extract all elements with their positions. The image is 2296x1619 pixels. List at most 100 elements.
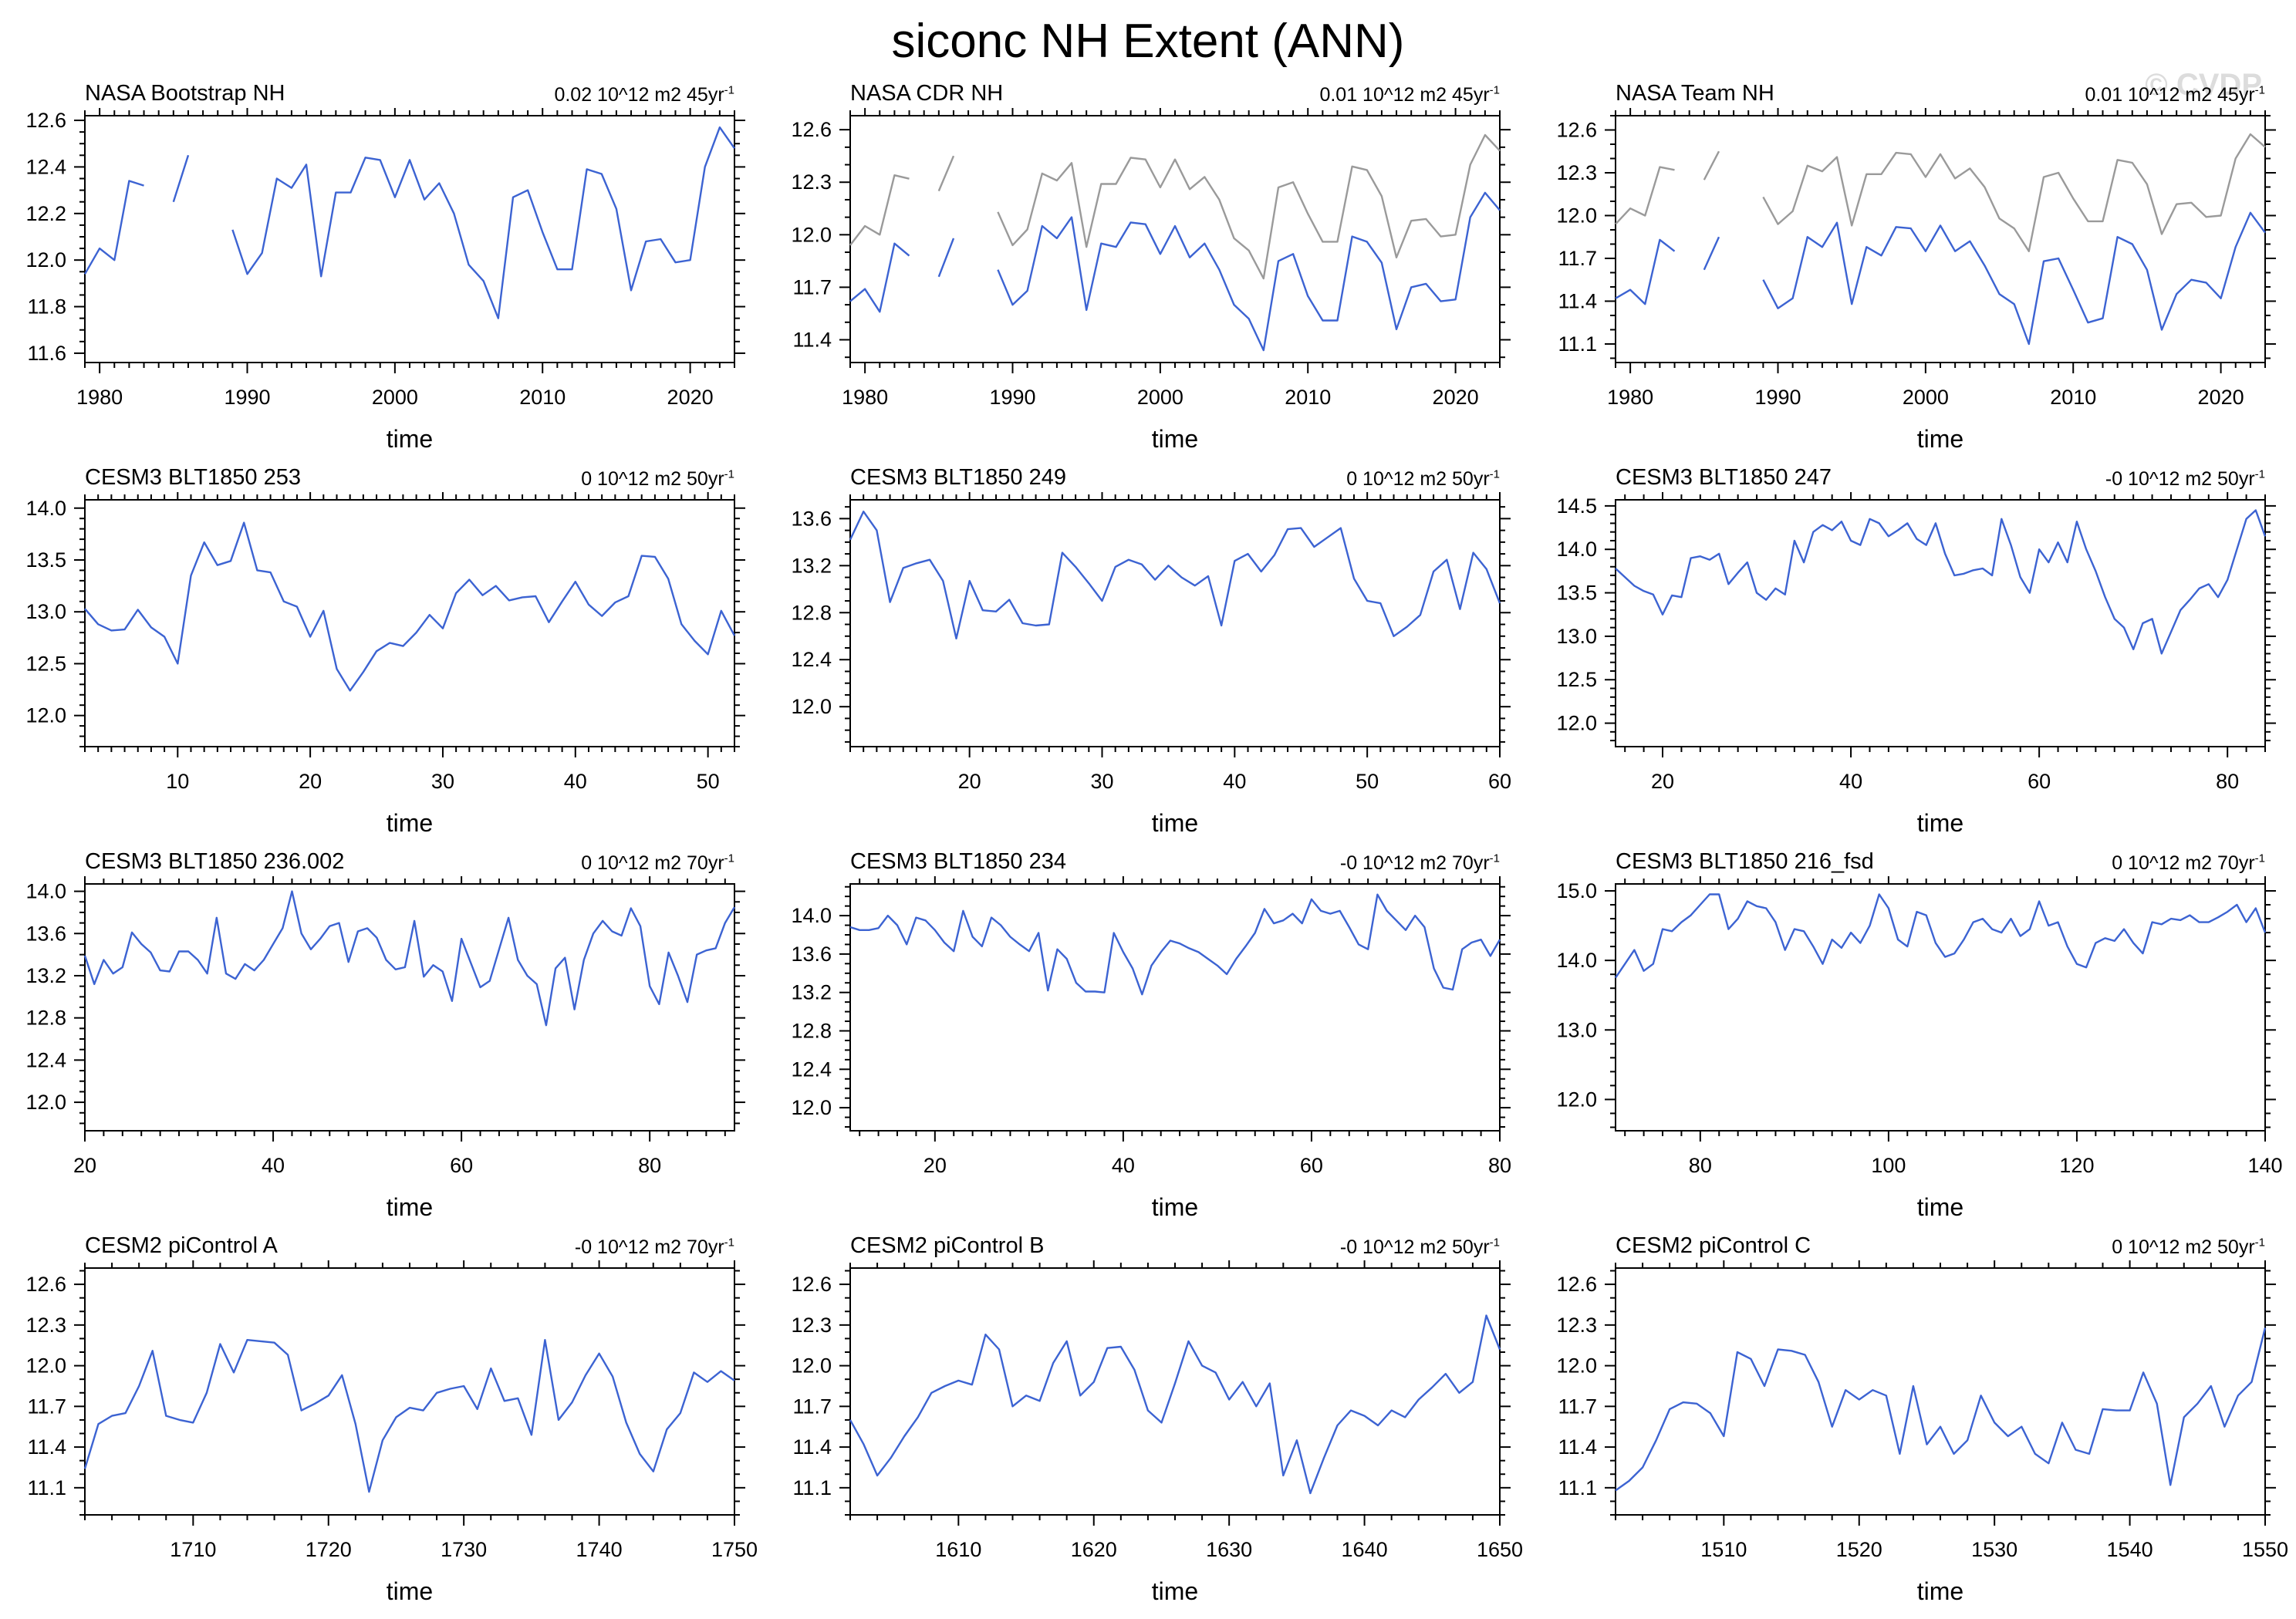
trend-exponent: -1	[2254, 1236, 2265, 1250]
timeseries-chart-svg: 12.0 12.5 13.0 13.5 14.0 10 20 30 40 50 time	[25, 492, 745, 837]
trend-annotation: 0.01 10^12 m2 45yr-1	[2085, 84, 2265, 106]
panel-title: CESM3 BLT1850 253	[85, 465, 301, 490]
panel-cesm3-blt1850-236-002: CESM3 BLT1850 236.002 0 10^12 m2 70yr-1 …	[0, 842, 765, 1226]
series-line-0	[849, 133, 1501, 280]
x-tick-label: 40	[564, 770, 587, 793]
timeseries-chart-svg: 11.6 11.8 12.0 12.2 12.4 12.6 1980 1990 2000 2010…	[25, 108, 745, 453]
x-tick-label: 80	[2216, 770, 2239, 793]
trend-annotation: -0 10^12 m2 50yr-1	[1340, 1236, 1500, 1259]
trend-annotation: -0 10^12 m2 50yr-1	[2105, 468, 2265, 491]
plot-frame	[84, 883, 735, 1132]
y-tick-label: 11.1	[792, 1476, 832, 1499]
x-tick-label: 1550	[2242, 1538, 2288, 1561]
panel-header: NASA Bootstrap NH 0.02 10^12 m2 45yr-1	[0, 74, 765, 108]
axes	[1605, 1260, 2276, 1526]
trend-exponent: -1	[1489, 1236, 1500, 1250]
x-tick-label: 60	[2028, 770, 2051, 793]
timeseries-chart-svg: 12.0 12.5 13.0 13.5 14.0 14.5 20 40 60 80 time	[1556, 492, 2276, 837]
panel-header: NASA CDR NH 0.01 10^12 m2 45yr-1	[765, 74, 1531, 108]
y-tick-label: 11.8	[27, 295, 66, 319]
x-axis-title: time	[387, 1577, 433, 1605]
x-tick-label: 50	[697, 770, 720, 793]
y-tick-label: 11.6	[27, 342, 66, 365]
panel-cesm2-picontrol-b: CESM2 piControl B -0 10^12 m2 50yr-1 11.…	[765, 1226, 1531, 1611]
x-axis-title: time	[387, 425, 433, 453]
y-tick-label: 12.0	[791, 695, 832, 718]
trend-annotation: 0 10^12 m2 50yr-1	[581, 468, 734, 491]
axes	[74, 492, 745, 757]
trend-value: -0 10^12 m2 70yr	[1339, 852, 1490, 874]
x-tick-label: 1610	[935, 1538, 981, 1561]
panel-cesm3-blt1850-234: CESM3 BLT1850 234 -0 10^12 m2 70yr-1 12.…	[765, 842, 1531, 1226]
timeseries-chart-svg: 11.1 11.4 11.7 12.0 12.3 12.6 1980 1990 2000 2010…	[1556, 108, 2276, 453]
x-tick-label: 60	[1488, 770, 1511, 793]
y-tick-label: 12.8	[25, 1007, 66, 1030]
x-tick-label: 2010	[1285, 386, 1331, 409]
y-tick-label: 12.0	[25, 704, 66, 727]
y-tick-label: 14.0	[1556, 949, 1597, 972]
panel-header: NASA Team NH 0.01 10^12 m2 45yr-1	[1531, 74, 2296, 108]
trend-exponent: -1	[724, 467, 734, 481]
x-tick-label: 2020	[2198, 386, 2244, 409]
y-tick-label: 12.8	[791, 601, 832, 624]
x-axis-title: time	[1917, 1577, 1963, 1605]
y-tick-label: 11.7	[1558, 247, 1597, 270]
panel-title: CESM2 piControl B	[850, 1233, 1045, 1258]
x-tick-label: 1990	[224, 386, 270, 409]
x-tick-label: 1990	[989, 386, 1035, 409]
x-tick-label: 1630	[1206, 1538, 1252, 1561]
x-tick-label: 2000	[372, 386, 418, 409]
y-tick-label: 12.4	[791, 648, 832, 671]
axes	[1605, 876, 2276, 1142]
x-tick-label: 20	[73, 1154, 96, 1177]
timeseries-chart-svg: 11.1 11.4 11.7 12.0 12.3 12.6 1610 1620 1630 1640…	[791, 1260, 1523, 1605]
y-tick-label: 12.6	[1556, 1273, 1597, 1296]
y-tick-label: 12.0	[1556, 1354, 1597, 1378]
y-tick-label: 11.7	[792, 1395, 832, 1418]
x-tick-label: 1980	[842, 386, 888, 409]
axes	[74, 1260, 745, 1526]
series-line-0	[1615, 509, 2267, 655]
x-tick-label: 1640	[1342, 1538, 1388, 1561]
trend-exponent: -1	[1489, 852, 1500, 865]
x-tick-label: 2010	[519, 386, 566, 409]
x-tick-label: 1730	[441, 1538, 487, 1561]
x-axis-title: time	[1152, 425, 1198, 453]
panels-grid: NASA Bootstrap NH 0.02 10^12 m2 45yr-1 1…	[0, 74, 2296, 1611]
trend-value: -0 10^12 m2 70yr	[574, 1236, 724, 1258]
x-tick-label: 80	[1488, 1154, 1511, 1177]
page-title: siconc NH Extent (ANN)	[891, 15, 1405, 68]
y-tick-label: 13.5	[25, 548, 66, 572]
panel-cesm2-picontrol-a: CESM2 piControl A -0 10^12 m2 70yr-1 11.…	[0, 1226, 765, 1611]
y-tick-label: 13.2	[791, 554, 832, 577]
series-line-0	[1615, 893, 2267, 979]
axes	[1605, 492, 2276, 757]
y-tick-label: 11.1	[1558, 1476, 1597, 1499]
y-tick-label: 13.6	[791, 943, 832, 966]
panel-header: CESM3 BLT1850 236.002 0 10^12 m2 70yr-1	[0, 842, 765, 876]
panel-title: CESM3 BLT1850 236.002	[85, 849, 345, 874]
y-tick-label: 14.0	[25, 497, 66, 520]
x-tick-label: 60	[1300, 1154, 1323, 1177]
series-line-0	[849, 511, 1501, 639]
x-tick-label: 80	[638, 1154, 661, 1177]
x-tick-label: 10	[166, 770, 189, 793]
y-tick-label: 13.5	[1556, 582, 1597, 605]
panel-header: CESM3 BLT1850 234 -0 10^12 m2 70yr-1	[765, 842, 1531, 876]
y-tick-label: 11.1	[1558, 332, 1597, 356]
trend-annotation: -0 10^12 m2 70yr-1	[1340, 852, 1500, 875]
x-tick-label: 1990	[1754, 386, 1801, 409]
x-axis-title: time	[1917, 1193, 1963, 1221]
panel-header: CESM3 BLT1850 247 -0 10^12 m2 50yr-1	[1531, 458, 2296, 492]
trend-value: 0 10^12 m2 50yr	[2112, 1236, 2255, 1258]
panel-header: CESM3 BLT1850 216_fsd 0 10^12 m2 70yr-1	[1531, 842, 2296, 876]
x-tick-label: 50	[1356, 770, 1379, 793]
x-tick-label: 2020	[1433, 386, 1479, 409]
x-tick-label: 120	[2059, 1154, 2094, 1177]
x-tick-label: 20	[1651, 770, 1674, 793]
plot-frame	[1615, 499, 2266, 747]
panel-header: CESM2 piControl A -0 10^12 m2 70yr-1	[0, 1226, 765, 1260]
plot-frame	[1615, 1267, 2266, 1516]
trend-value: 0.01 10^12 m2 45yr	[2085, 84, 2255, 106]
y-tick-label: 12.0	[25, 1091, 66, 1114]
